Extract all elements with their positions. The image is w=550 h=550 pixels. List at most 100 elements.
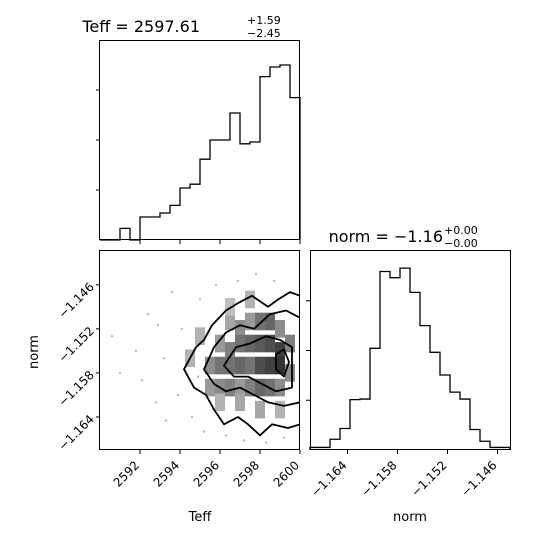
- norm-x-tick-label-2: −1.152: [408, 458, 449, 499]
- norm-y-tick-label-3: −1.164: [56, 412, 97, 453]
- sample-point-12: [236, 279, 240, 283]
- density-cell-5: [275, 320, 285, 338]
- sample-point-17: [242, 439, 246, 442]
- norm-x-tick-label-1: −1.158: [358, 458, 399, 499]
- norm-x-tick-label-0: −1.164: [308, 458, 349, 499]
- density-cell-10: [255, 334, 265, 353]
- density-cell-32: [235, 393, 245, 412]
- sample-point-8: [198, 298, 202, 301]
- norm-title-subscript: −0.00: [444, 237, 478, 250]
- density-cell-2: [245, 312, 255, 331]
- density-cell-16: [235, 356, 245, 375]
- contour-lines: [183, 291, 300, 437]
- teff-x-axis-label: Teff: [188, 510, 213, 525]
- teff-histogram-panel: Teff = 2597.61 +1.59 −2.45: [81, 14, 301, 244]
- density-cell-20: [275, 356, 285, 375]
- density-cell-3: [255, 312, 265, 331]
- density-cell-38: [285, 364, 295, 382]
- teff-title-main: Teff = 2597.61: [81, 17, 200, 36]
- sample-point-2: [154, 401, 158, 404]
- sample-point-9: [134, 349, 138, 353]
- density-cell-4: [265, 312, 275, 331]
- norm-y-tick-label-0: −1.146: [56, 280, 97, 321]
- density-cell-1: [235, 320, 245, 338]
- sample-point-14: [272, 279, 276, 283]
- norm-y-axis-label: norm: [27, 335, 42, 369]
- norm-y-tick-label-2: −1.158: [56, 368, 97, 409]
- teff-norm-2d-panel: 2592 2594 2596 2598 2600 −1.146−1.152−1.158−…: [27, 250, 302, 525]
- teff-x-tick-label-1: 2594: [151, 458, 182, 489]
- teff-title-superscript: +1.59: [247, 14, 281, 27]
- teff-histogram-title: Teff = 2597.61: [81, 17, 200, 36]
- teff-x-tick-label-3: 2598: [231, 458, 262, 489]
- density-cell-30: [195, 327, 205, 345]
- density-cell-34: [275, 400, 285, 419]
- teff-norm-2d-frame: [99, 250, 300, 450]
- sample-point-13: [254, 272, 258, 275]
- density-cell-36: [245, 290, 255, 309]
- norm-y-tick-label-1: −1.152: [56, 324, 97, 365]
- norm-histogram-steps: [309, 267, 511, 450]
- sample-point-7: [190, 415, 194, 419]
- density-cell-7: [225, 342, 235, 360]
- norm-histogram-frame: [310, 250, 511, 450]
- teff-title-subscript: −2.45: [247, 27, 281, 40]
- contour-level-1: [183, 291, 300, 437]
- sample-point-10: [140, 379, 144, 382]
- contour-level-3: [223, 335, 293, 393]
- teff-x-tick-label-0: 2592: [111, 458, 142, 489]
- density-cell-35: [225, 297, 235, 316]
- density-cell-13: [205, 356, 215, 375]
- sample-point-5: [180, 327, 184, 331]
- density-cell-17: [245, 356, 255, 375]
- teff-x-ticks: 2592 2594 2596 2598 2600: [111, 450, 302, 490]
- sample-point-19: [282, 436, 286, 439]
- density-map: [185, 290, 295, 419]
- sample-points: [110, 272, 286, 444]
- sample-point-16: [224, 434, 228, 437]
- teff-x-tick-label-2: 2596: [191, 458, 222, 489]
- density-cell-8: [235, 334, 245, 353]
- norm-histogram-panel: −1.164 −1.158 −1.152 −1.146 norm = −1.16 +0…: [306, 224, 511, 525]
- teff-histogram-ticks: [96, 89, 301, 244]
- sample-point-6: [176, 393, 180, 397]
- norm-y-ticks: −1.146−1.152−1.158−1.164: [56, 280, 100, 453]
- sample-point-1: [146, 312, 150, 316]
- teff-x-tick-label-4: 2600: [271, 458, 302, 489]
- density-cell-33: [255, 400, 265, 419]
- norm-title-superscript: +0.00: [444, 224, 478, 237]
- density-cell-0: [225, 312, 235, 331]
- norm-histogram-title: norm = −1.16: [329, 227, 443, 246]
- sample-point-11: [214, 283, 218, 286]
- sample-point-15: [202, 430, 206, 433]
- sample-point-4: [162, 357, 166, 360]
- sample-point-21: [196, 375, 200, 378]
- teff-histogram-steps: [100, 64, 301, 241]
- density-cell-21: [205, 378, 215, 397]
- density-cell-28: [275, 378, 285, 397]
- density-cell-19: [265, 356, 275, 375]
- density-cell-11: [265, 334, 275, 353]
- density-cell-6: [215, 334, 225, 353]
- contour-level-2: [203, 309, 300, 407]
- sample-point-22: [164, 419, 168, 422]
- density-cell-31: [215, 393, 225, 412]
- sample-point-18: [264, 441, 268, 444]
- norm-title-main: norm = −1.16: [329, 227, 443, 246]
- density-cell-37: [285, 334, 295, 353]
- norm-x-tick-label-3: −1.146: [458, 458, 499, 499]
- sample-point-0: [118, 371, 122, 375]
- sample-point-20: [110, 334, 114, 338]
- density-cell-18: [255, 356, 265, 375]
- sample-point-23: [156, 323, 160, 327]
- density-cell-14: [215, 356, 225, 375]
- density-cell-12: [275, 342, 285, 360]
- contour-level-4: [275, 348, 290, 378]
- density-cell-25: [245, 378, 255, 397]
- density-cell-15: [225, 356, 235, 375]
- density-cell-23: [225, 378, 235, 397]
- sample-point-3: [170, 290, 174, 294]
- norm-x-axis-label: norm: [393, 510, 427, 525]
- density-cell-26: [255, 378, 265, 397]
